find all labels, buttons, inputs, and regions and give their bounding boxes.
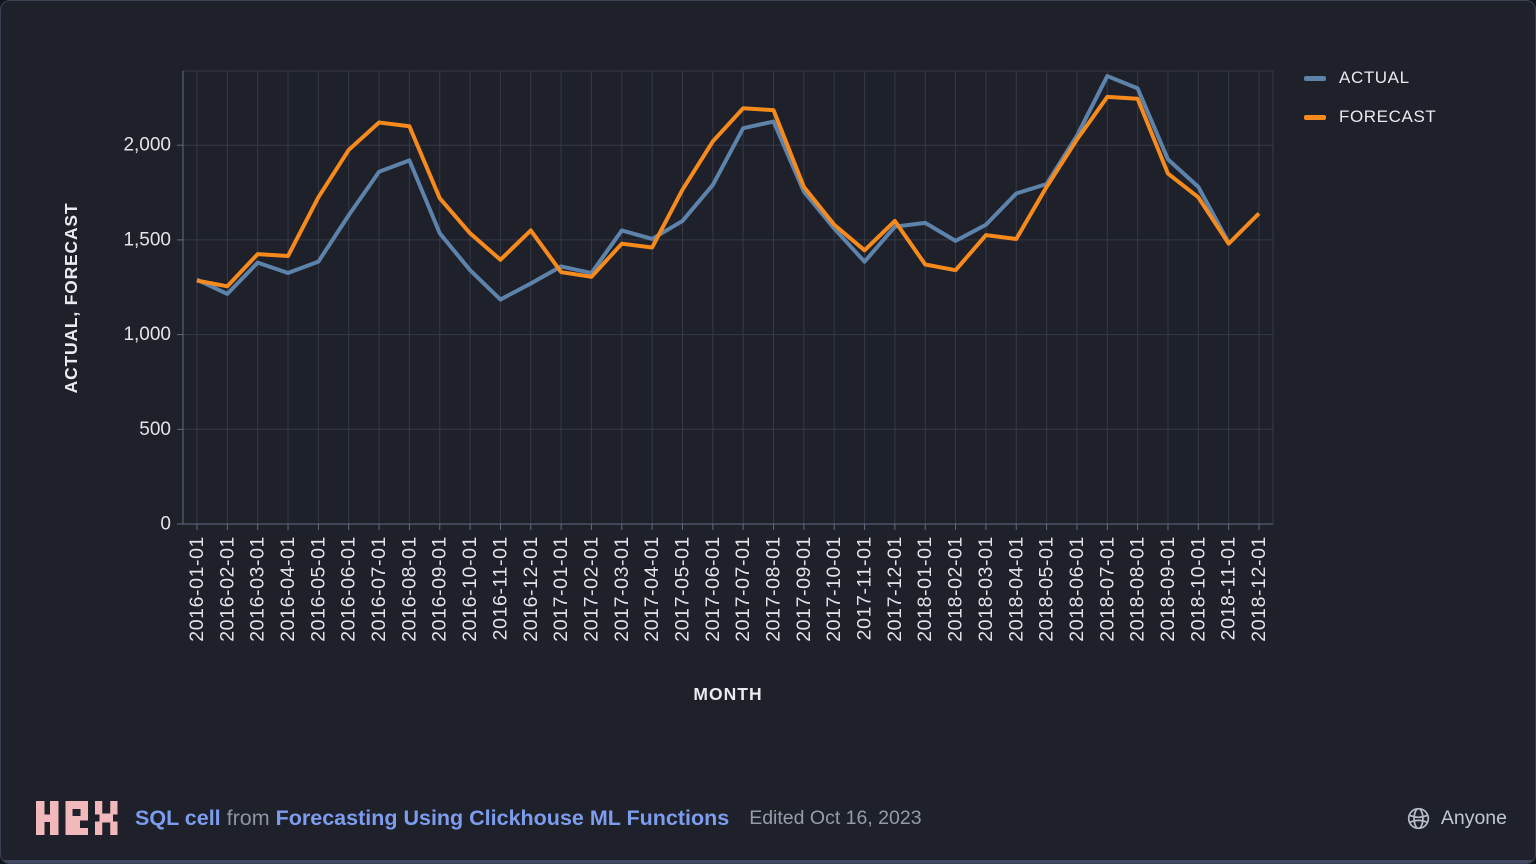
globe-icon xyxy=(1407,807,1430,829)
chart-area: 0 500 1,000 1,500 2,000 2016-01-01 2016-02-01 2… xyxy=(1,1,1535,771)
svg-text:2018-04-01: 2018-04-01 xyxy=(1005,536,1027,642)
svg-text:2017-02-01: 2017-02-01 xyxy=(580,536,602,642)
svg-text:2016-11-01: 2016-11-01 xyxy=(489,536,511,640)
svg-text:2017-12-01: 2017-12-01 xyxy=(884,536,906,642)
svg-text:2017-11-01: 2017-11-01 xyxy=(854,536,876,640)
svg-text:2018-02-01: 2018-02-01 xyxy=(945,536,967,642)
svg-text:2017-04-01: 2017-04-01 xyxy=(641,536,663,642)
svg-text:2016-03-01: 2016-03-01 xyxy=(247,536,269,642)
svg-text:2016-12-01: 2016-12-01 xyxy=(520,536,542,642)
svg-text:2016-10-01: 2016-10-01 xyxy=(459,536,481,642)
bottom-accent-strip xyxy=(1,860,1535,863)
legend-swatch-forecast-icon xyxy=(1304,114,1326,120)
svg-text:2016-01-01: 2016-01-01 xyxy=(186,536,208,642)
svg-text:2017-10-01: 2017-10-01 xyxy=(823,536,845,642)
y-axis-title: ACTUAL, FORECAST xyxy=(61,202,81,394)
svg-text:2018-09-01: 2018-09-01 xyxy=(1157,536,1179,642)
footer-caption: SQL cell from Forecasting Using Clickhou… xyxy=(135,806,729,831)
chart-legend: ACTUAL FORECAST xyxy=(1304,67,1436,128)
legend-label-forecast: FORECAST xyxy=(1339,107,1437,126)
svg-text:2018-05-01: 2018-05-01 xyxy=(1036,536,1058,642)
svg-text:2017-06-01: 2017-06-01 xyxy=(702,536,724,642)
svg-text:2018-01-01: 2018-01-01 xyxy=(914,536,936,642)
svg-text:2017-09-01: 2017-09-01 xyxy=(793,536,815,642)
svg-text:1,000: 1,000 xyxy=(123,324,171,345)
svg-text:2016-06-01: 2016-06-01 xyxy=(338,536,360,642)
line-chart-svg: 0 500 1,000 1,500 2,000 2016-01-01 2016-02-01 2… xyxy=(123,70,1274,642)
svg-text:2018-12-01: 2018-12-01 xyxy=(1248,536,1270,642)
svg-text:2018-10-01: 2018-10-01 xyxy=(1187,536,1209,642)
svg-text:2018-08-01: 2018-08-01 xyxy=(1127,536,1149,642)
legend-swatch-actual-icon xyxy=(1304,75,1326,81)
svg-text:500: 500 xyxy=(139,419,171,440)
svg-text:2016-05-01: 2016-05-01 xyxy=(307,536,329,642)
svg-text:2017-07-01: 2017-07-01 xyxy=(732,536,754,642)
svg-text:2017-03-01: 2017-03-01 xyxy=(611,536,633,642)
edited-timestamp: Edited Oct 16, 2023 xyxy=(749,806,922,829)
cell-type-label: SQL cell xyxy=(135,805,221,830)
svg-text:0: 0 xyxy=(160,514,171,535)
svg-text:2016-08-01: 2016-08-01 xyxy=(398,536,420,642)
svg-text:2017-08-01: 2017-08-01 xyxy=(763,536,785,642)
svg-text:2018-07-01: 2018-07-01 xyxy=(1096,536,1118,642)
svg-text:2016-09-01: 2016-09-01 xyxy=(429,536,451,642)
svg-text:1,500: 1,500 xyxy=(123,229,171,250)
from-label: from xyxy=(226,805,270,830)
x-axis-title: MONTH xyxy=(693,684,763,704)
svg-text:2016-04-01: 2016-04-01 xyxy=(277,536,299,642)
svg-text:2018-11-01: 2018-11-01 xyxy=(1218,536,1240,640)
svg-text:2017-05-01: 2017-05-01 xyxy=(671,536,693,642)
svg-text:2016-07-01: 2016-07-01 xyxy=(368,536,390,642)
project-title-link[interactable]: Forecasting Using Clickhouse ML Function… xyxy=(275,805,730,830)
svg-text:2018-06-01: 2018-06-01 xyxy=(1066,536,1088,642)
svg-text:2016-02-01: 2016-02-01 xyxy=(216,536,238,642)
embed-footer: SQL cell from Forecasting Using Clickhou… xyxy=(1,785,1535,861)
hex-logo[interactable] xyxy=(36,801,118,835)
legend-label-actual: ACTUAL xyxy=(1339,68,1410,87)
legend-item-actual: ACTUAL xyxy=(1304,67,1436,89)
visibility-label: Anyone xyxy=(1440,806,1507,829)
visibility-indicator: Anyone xyxy=(1405,805,1507,832)
svg-text:2018-03-01: 2018-03-01 xyxy=(975,536,997,642)
svg-text:2,000: 2,000 xyxy=(123,135,171,156)
svg-text:2017-01-01: 2017-01-01 xyxy=(550,536,572,642)
legend-item-forecast: FORECAST xyxy=(1304,106,1436,128)
